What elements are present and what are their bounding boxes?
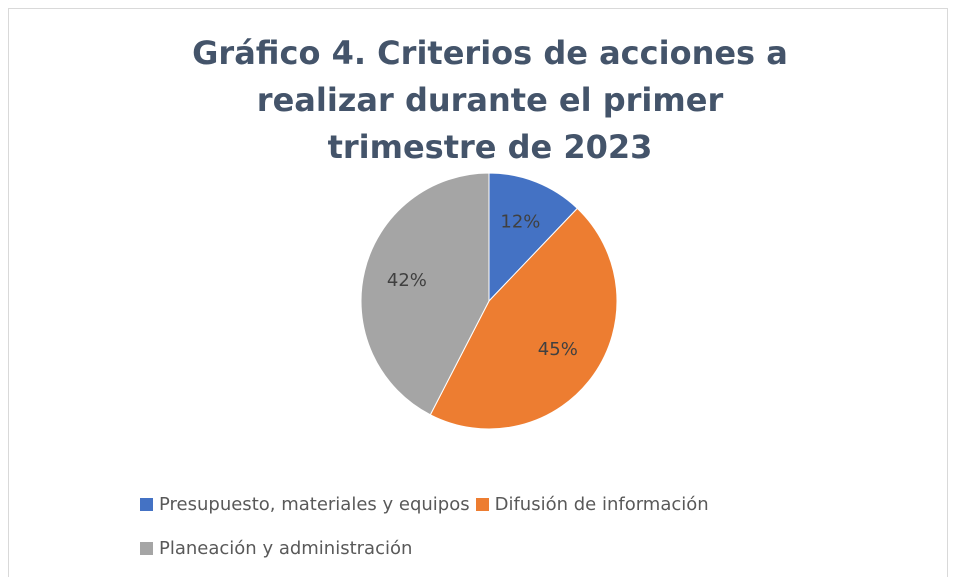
legend-swatch [140,497,153,511]
legend-swatch [475,497,489,511]
chart-title: Gráfico 4. Criterios de acciones a reali… [192,34,788,166]
legend-item: Difusión de información [475,488,709,520]
legend-label: Difusión de información [494,493,709,515]
legend-item: Presupuesto, materiales y equipos [140,488,470,520]
pie-slice [360,172,490,416]
chart-frame [8,8,948,577]
data-label: 45% [538,339,578,360]
legend-swatch [140,541,153,555]
pie-slice [488,172,579,303]
data-label: 42% [387,270,427,291]
pie-slice [429,207,618,430]
data-label: 12% [500,212,540,233]
legend-label: Presupuesto, materiales y equipos [159,493,470,515]
legend-label: Planeación y administración [159,537,413,559]
legend-item: Planeación y administración [140,532,412,564]
legend: Presupuesto, materiales y equipos Difusió… [140,488,820,576]
